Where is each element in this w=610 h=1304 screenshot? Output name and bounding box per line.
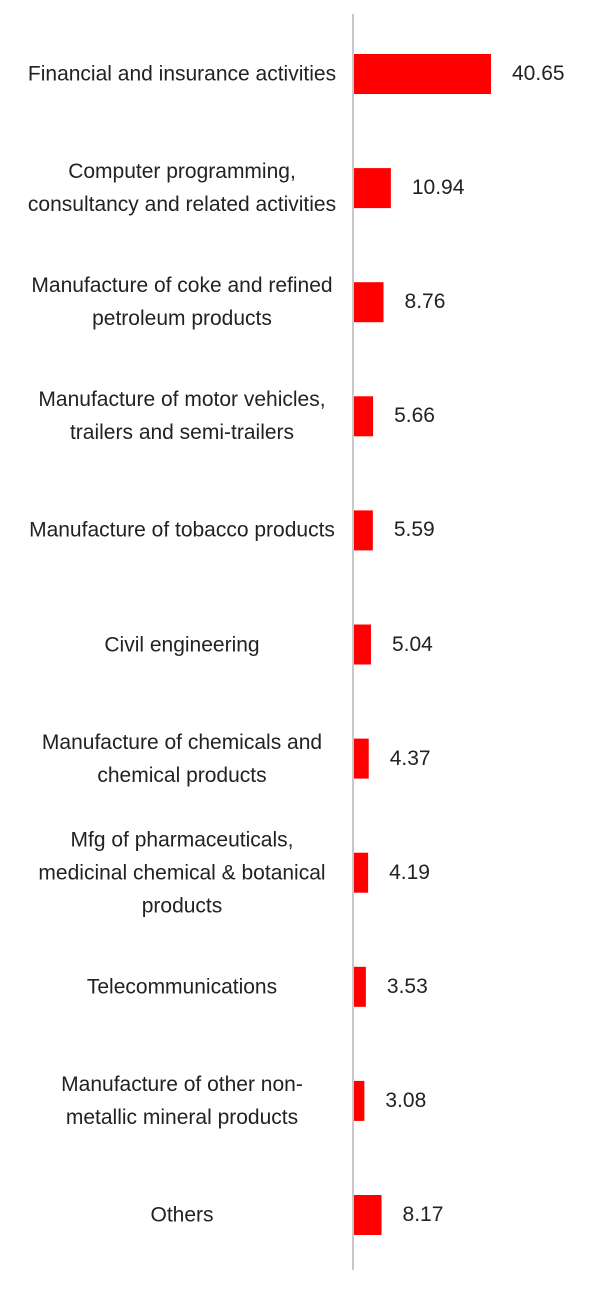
value-label: 5.04	[391, 632, 433, 656]
category-label: Manufacture of tobacco products	[29, 518, 335, 542]
bar	[354, 852, 369, 893]
bar	[354, 1195, 382, 1235]
value-label: 3.53	[386, 974, 428, 998]
category-label: Manufacture of chemicals and chemical pr…	[41, 730, 323, 787]
value-label: 40.65	[512, 62, 565, 85]
category-label: Manufacture of motor vehicles, trailers …	[38, 388, 326, 445]
category-label: Manufacture of other non-metallic minera…	[61, 1072, 303, 1129]
value-label: 5.66	[394, 404, 435, 428]
bar	[354, 624, 371, 665]
bar	[354, 738, 369, 779]
value-label: 3.08	[385, 1088, 427, 1112]
bar	[354, 1080, 365, 1121]
value-label: 8.17	[402, 1203, 444, 1226]
bar	[354, 510, 373, 551]
value-label: 5.59	[393, 518, 435, 542]
value-label: 10.94	[411, 176, 465, 200]
bar	[354, 966, 366, 1007]
category-label: Mfg of pharmaceuticals, medicinal chemic…	[38, 828, 326, 918]
value-label: 4.37	[389, 746, 431, 770]
category-label: Civil engineering	[104, 633, 260, 656]
bar	[354, 282, 384, 323]
value-label: 8.76	[404, 290, 446, 314]
bar	[354, 168, 391, 209]
category-label: Others	[150, 1203, 214, 1227]
bar	[354, 396, 374, 437]
category-label: Manufacture of coke and refined petroleu…	[31, 274, 333, 331]
category-label: Computer programming, consultancy and re…	[27, 160, 337, 217]
category-label: Telecommunications	[86, 975, 278, 999]
value-label: 4.19	[389, 860, 430, 884]
category-label: Financial and insurance activities	[27, 62, 337, 86]
bar	[354, 54, 491, 94]
